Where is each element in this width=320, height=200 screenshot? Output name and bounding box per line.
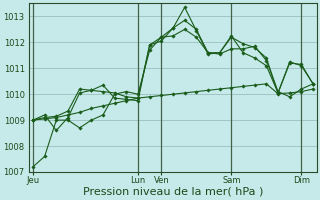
X-axis label: Pression niveau de la mer( hPa ): Pression niveau de la mer( hPa ) (83, 187, 263, 197)
